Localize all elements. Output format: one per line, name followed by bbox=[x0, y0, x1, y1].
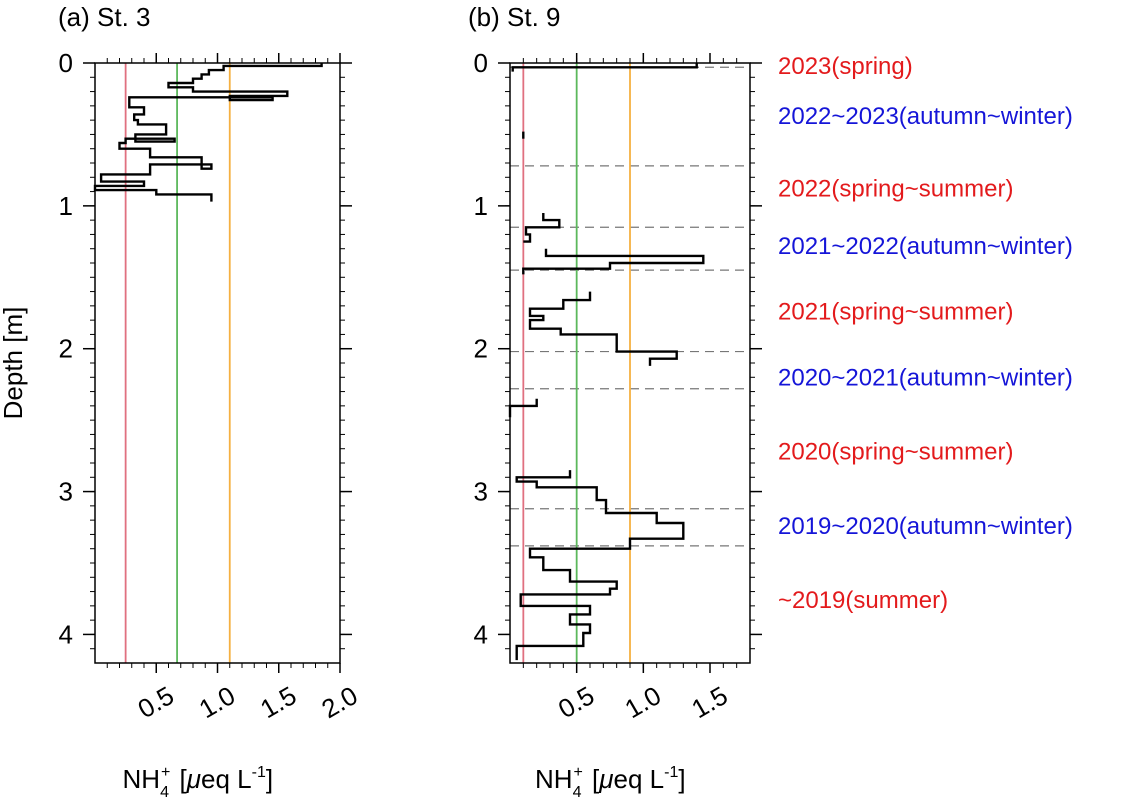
panel-b-x-axis-label: NH4 + [μeq L-1] bbox=[535, 764, 686, 801]
profile-line-1 bbox=[511, 63, 698, 72]
season-label: 2019~2020(autumn~winter) bbox=[778, 513, 1073, 540]
x-axis-label-part: eq L bbox=[201, 764, 252, 794]
season-label: 2023(spring) bbox=[778, 53, 913, 80]
x-tick-label: 0.5 bbox=[133, 680, 179, 724]
x-axis-label-part: 4 bbox=[573, 784, 582, 801]
panel-b-y-ticks: 0 1 2 3 4 bbox=[474, 48, 762, 649]
x-axis-label-part: + bbox=[573, 764, 582, 781]
profile-line-5 bbox=[528, 291, 678, 366]
season-label: ~2019(summer) bbox=[778, 587, 948, 614]
x-tick-label: 1.0 bbox=[620, 680, 666, 724]
panel-a-frame bbox=[94, 62, 341, 664]
x-tick-label: 1.0 bbox=[194, 680, 240, 724]
x-axis-label-part: ] bbox=[266, 764, 273, 794]
x-axis-label-part: + bbox=[161, 764, 170, 781]
y-tick-label: 2 bbox=[59, 334, 73, 364]
season-label: 2021~2022(autumn~winter) bbox=[778, 233, 1073, 260]
panel-a-x-ticks: 0.5 1.0 1.5 2.0 bbox=[106, 53, 363, 724]
x-axis-label-part: eq L bbox=[614, 764, 665, 794]
x-axis-label-part: [ bbox=[585, 764, 600, 794]
profile-line-3 bbox=[523, 213, 561, 243]
y-tick-label: 4 bbox=[474, 619, 488, 649]
y-tick-label: 1 bbox=[474, 191, 488, 221]
panel-a-reference-lines bbox=[124, 63, 231, 663]
panel-a-title: (a) St. 3 bbox=[58, 2, 150, 32]
panel-b-title: (b) St. 9 bbox=[468, 2, 560, 32]
panel-a-data-lines bbox=[93, 63, 323, 202]
season-labels: 2023(spring) 2022~2023(autumn~winter) 2022… bbox=[778, 53, 1073, 614]
x-axis-label-part: -1 bbox=[252, 764, 266, 781]
season-label: 2020~2021(autumn~winter) bbox=[778, 364, 1073, 391]
panel-b-data-lines bbox=[508, 63, 705, 661]
x-axis-label-part: -1 bbox=[664, 764, 678, 781]
panel-b-reference-lines bbox=[522, 63, 631, 663]
profile-line-4 bbox=[522, 248, 705, 275]
x-axis-label-part: NH bbox=[123, 764, 161, 794]
season-label: 2020(spring~summer) bbox=[778, 439, 1013, 466]
profile-line-1 bbox=[93, 63, 323, 202]
y-tick-label: 0 bbox=[474, 48, 488, 78]
x-axis-label-part: μ bbox=[186, 764, 201, 794]
panel-a-x-axis-label: NH4 + [μeq L-1] bbox=[123, 764, 274, 801]
y-tick-label: 3 bbox=[59, 477, 73, 507]
y-tick-label: 1 bbox=[59, 191, 73, 221]
x-tick-label: 0.5 bbox=[553, 680, 599, 724]
x-axis-label-part: μ bbox=[598, 764, 613, 794]
x-axis-label-part: ] bbox=[678, 764, 685, 794]
x-axis-label-text: NH4 + [μeq L-1] bbox=[535, 764, 686, 801]
panel-a-y-ticks: 0 1 2 3 4 bbox=[59, 48, 352, 649]
x-axis-label-text: NH4 + [μeq L-1] bbox=[123, 764, 274, 801]
x-tick-label: 1.5 bbox=[686, 680, 732, 724]
x-tick-label: 2.0 bbox=[316, 680, 362, 724]
season-label: 2021(spring~summer) bbox=[778, 299, 1013, 326]
profile-line-7 bbox=[515, 470, 685, 661]
y-tick-label: 0 bbox=[59, 48, 73, 78]
season-label: 2022~2023(autumn~winter) bbox=[778, 103, 1073, 130]
panel-a-y-axis-label: Depth [m] bbox=[0, 307, 28, 420]
season-label: 2022(spring~summer) bbox=[778, 176, 1013, 203]
x-axis-label-part: NH bbox=[535, 764, 573, 794]
y-tick-label: 2 bbox=[474, 334, 488, 364]
x-tick-label: 1.5 bbox=[255, 680, 301, 724]
x-axis-label-part: [ bbox=[172, 764, 187, 794]
y-tick-label: 3 bbox=[474, 477, 488, 507]
y-tick-label: 4 bbox=[59, 619, 73, 649]
x-axis-label-part: 4 bbox=[160, 784, 169, 801]
